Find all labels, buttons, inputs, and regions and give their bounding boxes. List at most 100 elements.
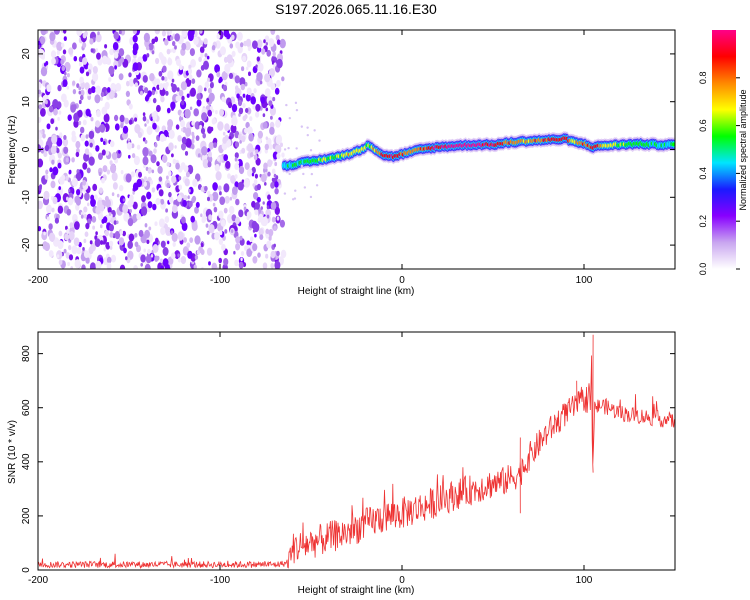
heatmap-noise-cell (80, 214, 84, 219)
heatmap-noise-cell (206, 77, 210, 82)
heatmap-noise-cell (156, 84, 160, 90)
heatmap-noise-cell (253, 179, 258, 185)
heatmap-noise-cell (40, 66, 48, 77)
heatmap-noise-cell (148, 226, 152, 231)
heatmap-noise-cell (65, 225, 68, 231)
heatmap-noise-cell (163, 136, 167, 141)
heatmap-noise-cell (84, 148, 90, 155)
heatmap-noise-cell (214, 231, 220, 241)
heatmap-noise-cell (235, 41, 241, 49)
heatmap-noise-cell (68, 188, 71, 193)
heatmap-noise-cell (252, 183, 255, 187)
heatmap-noise-cell (204, 87, 207, 92)
heatmap-noise-cell (218, 78, 222, 84)
heatmap-noise-cell (75, 172, 82, 181)
heatmap-noise-cell (83, 250, 90, 258)
heatmap-noise-cell (129, 209, 132, 213)
heatmap-noise-cell (256, 39, 263, 49)
heatmap-noise-cell (203, 38, 208, 45)
heatmap-noise-cell (225, 160, 231, 169)
heatmap-noise-cell (59, 132, 63, 137)
heatmap-noise-cell (78, 90, 82, 95)
heatmap-noise-cell (265, 42, 268, 46)
heatmap-noise-cell (184, 151, 189, 156)
heatmap-noise-cell (227, 173, 231, 179)
heatmap-noise-cell (112, 182, 118, 190)
heatmap-noise-cell (280, 249, 287, 259)
heatmap-noise-cell (247, 46, 251, 52)
heatmap-noise-cell (262, 262, 268, 269)
heatmap-noise-cell (134, 124, 141, 134)
heatmap-noise-cell (173, 199, 178, 206)
heatmap-noise-cell (150, 180, 154, 185)
heatmap-noise-cell (273, 243, 277, 248)
heatmap-noise-cell (53, 30, 60, 35)
heatmap-noise-cell (147, 201, 153, 209)
heatmap-noise-cell (223, 183, 230, 193)
heatmap-noise-cell (83, 238, 87, 244)
heatmap-noise-cell (234, 141, 240, 148)
heatmap-noise-cell (273, 173, 277, 178)
heatmap-noise-cell (264, 73, 271, 83)
ridge-speckle (309, 149, 313, 152)
heatmap-noise-cell (227, 101, 233, 109)
heatmap-noise-cell (168, 142, 174, 151)
heatmap-noise-cell (242, 55, 247, 62)
heatmap-noise-cell (207, 109, 212, 117)
heatmap-noise-cell (71, 157, 75, 163)
heatmap-noise-cell (70, 266, 73, 269)
heatmap-noise-cell (201, 146, 208, 156)
x-tick-label: 0 (399, 275, 405, 286)
heatmap-noise-cell (78, 86, 82, 91)
heatmap-noise-cell (124, 117, 129, 125)
heatmap-noise-cell (194, 254, 199, 260)
heatmap-noise-cell (95, 145, 100, 152)
heatmap-noise-cell (109, 160, 113, 166)
heatmap-noise-cell (219, 230, 223, 236)
heatmap-noise-cell (191, 120, 195, 126)
heatmap-noise-cell (92, 225, 95, 230)
heatmap-noise-cell (216, 156, 220, 162)
heatmap-noise-cell (168, 129, 175, 139)
heatmap-noise-cell (199, 124, 203, 130)
heatmap-noise-cell (142, 75, 148, 83)
heatmap-noise-cell (259, 234, 264, 241)
heatmap-noise-cell (56, 41, 63, 52)
heatmap-noise-cell (207, 87, 212, 94)
heatmap-noise-cell (132, 201, 138, 210)
heatmap-noise-cell (265, 107, 269, 112)
heatmap-noise-cell (90, 198, 96, 207)
heatmap-noise-cell (70, 188, 74, 193)
heatmap-noise-cell (255, 111, 260, 118)
heatmap-noise-cell (270, 115, 273, 120)
snr-frame (37, 331, 676, 571)
heatmap-noise-cell (207, 196, 210, 202)
heatmap-noise-cell (79, 76, 84, 84)
heatmap-noise-cell (276, 79, 281, 88)
heatmap-noise-cell (266, 240, 272, 249)
heatmap-noise-cell (64, 233, 70, 241)
heatmap-noise-cell (114, 114, 119, 122)
heatmap-noise-cell (48, 105, 54, 113)
heatmap-noise-cell (213, 142, 218, 149)
heatmap-noise-cell (99, 123, 106, 133)
heatmap-noise-cell (50, 50, 57, 58)
heatmap-noise-cell (191, 78, 196, 84)
heatmap-noise-cell (113, 220, 117, 225)
heatmap-noise-cell (95, 33, 102, 43)
heatmap-noise-cell (85, 257, 90, 264)
heatmap-noise-cell (146, 239, 150, 244)
heatmap-noise-cell (222, 131, 226, 136)
heatmap-noise-cell (204, 53, 208, 58)
heatmap-noise-cell (46, 123, 51, 130)
ridge-speckle (283, 192, 287, 195)
heatmap-noise-cell (195, 135, 200, 141)
heatmap-noise-cell (252, 255, 258, 264)
heatmap-noise-cell (58, 230, 63, 237)
heatmap-noise-cell (244, 127, 248, 134)
heatmap-noise-cell (114, 65, 117, 70)
ridge-speckle (303, 186, 307, 189)
heatmap-noise-cell (145, 94, 150, 100)
heatmap-noise-cell (243, 206, 247, 211)
heatmap-noise-cell (178, 89, 184, 97)
